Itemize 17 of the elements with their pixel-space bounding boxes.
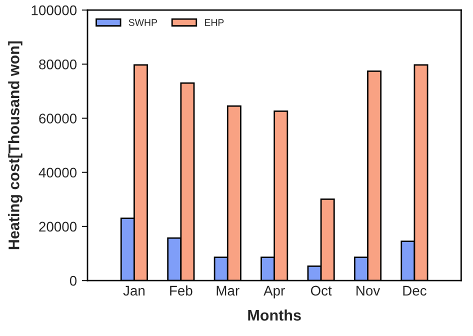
- y-tick-label: 20000: [39, 222, 77, 232]
- x-tick-label: Jan: [123, 286, 145, 296]
- y-tick-label: 100000: [32, 5, 77, 16]
- legend-label: EHP: [204, 19, 224, 26]
- x-tick-label: Mar: [216, 286, 240, 296]
- x-tick-label: Oct: [310, 286, 332, 296]
- y-tick-label: 80000: [39, 60, 77, 70]
- y-axis-title: Heating cost[Thousand won]: [8, 41, 22, 250]
- x-tick-label: Nov: [356, 286, 380, 296]
- x-tick-label: Dec: [403, 286, 426, 296]
- y-tick-label: 40000: [38, 168, 77, 178]
- x-tick-label: Feb: [170, 285, 192, 296]
- x-tick-label: Apr: [264, 286, 285, 298]
- legend-label: SWHP: [128, 19, 157, 26]
- y-tick-label: 0: [70, 276, 77, 286]
- x-axis-title: Months: [248, 309, 301, 321]
- y-tick-label: 60000: [39, 114, 77, 124]
